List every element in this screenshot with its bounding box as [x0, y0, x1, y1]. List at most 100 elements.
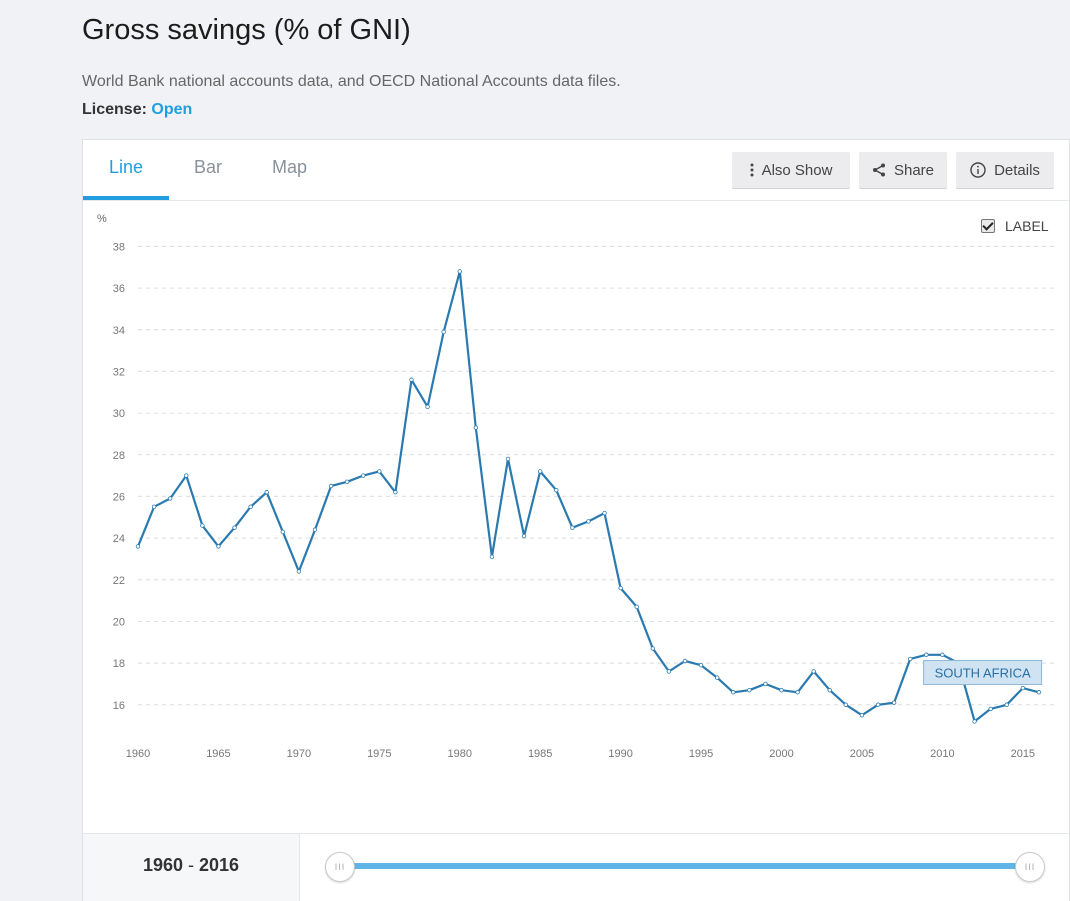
source-note: World Bank national accounts data, and O… — [82, 73, 621, 90]
x-tick-label: 2015 — [1011, 748, 1035, 760]
x-tick-label: 1990 — [608, 748, 632, 760]
data-point — [698, 662, 704, 668]
data-point — [521, 533, 527, 539]
data-point — [908, 656, 913, 662]
license-label: License: — [82, 101, 147, 118]
data-point — [135, 544, 141, 549]
data-point — [747, 687, 752, 693]
data-point — [537, 469, 543, 474]
data-point — [328, 483, 334, 489]
data-point — [409, 377, 414, 382]
data-point — [393, 490, 398, 495]
data-point — [924, 652, 929, 657]
y-tick-label: 28 — [113, 450, 125, 462]
page-title: Gross savings (% of GNI) — [82, 14, 411, 46]
y-tick-label: 36 — [113, 283, 125, 295]
data-point — [505, 456, 511, 462]
data-point — [650, 646, 656, 651]
data-point — [457, 269, 462, 274]
details-button[interactable]: Details — [956, 152, 1054, 188]
data-point — [554, 487, 559, 493]
y-tick-label: 16 — [113, 700, 125, 712]
data-point — [216, 544, 221, 549]
y-tick-label: 38 — [113, 241, 125, 253]
also-show-button[interactable]: Also Show — [732, 152, 850, 188]
data-point — [972, 719, 977, 724]
data-point — [167, 496, 173, 501]
data-point — [891, 700, 897, 705]
y-tick-label: 30 — [113, 408, 125, 420]
year-range-bar: 1960-2016 III III — [83, 833, 1069, 901]
data-point — [763, 681, 768, 687]
range-separator: - — [188, 855, 194, 875]
data-point — [1036, 690, 1042, 695]
y-tick-label: 34 — [113, 325, 125, 337]
also-show-label: Also Show — [761, 161, 833, 179]
data-point — [280, 529, 285, 535]
data-point — [232, 525, 237, 530]
line-chart: % 16 18 20 22 24 26 28 30 32 34 36 38 1960 1965 1970 197… — [97, 213, 1055, 760]
y-axis-unit-label: % — [97, 213, 107, 225]
data-point — [618, 585, 623, 591]
data-point — [361, 473, 366, 478]
data-point — [634, 604, 639, 610]
data-point — [264, 490, 269, 495]
x-tick-label: 2000 — [769, 748, 793, 760]
details-label: Details — [994, 161, 1040, 179]
y-tick-label: 20 — [113, 616, 125, 628]
data-point — [731, 690, 736, 695]
data-point — [682, 658, 688, 664]
data-point — [940, 652, 945, 657]
y-tick-label: 22 — [113, 575, 125, 587]
x-tick-label: 1965 — [206, 748, 230, 760]
data-point — [441, 329, 446, 335]
range-start-handle[interactable]: III — [325, 852, 355, 882]
tab-line[interactable]: Line — [109, 157, 144, 177]
x-tick-label: 1995 — [689, 748, 713, 760]
data-point — [827, 687, 832, 693]
active-tab-indicator — [83, 196, 169, 200]
share-label: Share — [893, 161, 935, 179]
chart-tabbar: Line Bar Map Also Show Share Details — [83, 140, 1069, 201]
range-label: 1960-2016 — [83, 855, 299, 876]
data-point — [859, 712, 865, 718]
data-point — [344, 479, 350, 485]
x-tick-label: 2005 — [850, 748, 874, 760]
data-point — [843, 702, 849, 707]
data-point — [1004, 702, 1009, 707]
data-point — [489, 554, 495, 560]
range-end: 2016 — [199, 855, 240, 875]
data-point — [586, 519, 591, 524]
label-toggle[interactable]: LABEL — [981, 218, 1049, 234]
share-button[interactable]: Share — [859, 152, 947, 188]
x-tick-label: 1970 — [287, 748, 311, 760]
x-tick-label: 1980 — [448, 748, 472, 760]
data-point — [811, 669, 816, 674]
data-point — [312, 527, 318, 532]
tab-bar[interactable]: Bar — [194, 157, 223, 177]
data-point — [473, 425, 479, 430]
x-tick-label: 1975 — [367, 748, 391, 760]
y-tick-label: 26 — [113, 491, 125, 503]
x-tick-label: 1960 — [126, 748, 150, 760]
chart-panel: Line Bar Map Also Show Share Details — [82, 139, 1070, 901]
label-checkbox[interactable] — [981, 219, 995, 233]
data-point — [714, 675, 720, 680]
data-point — [795, 690, 800, 695]
license-link[interactable]: Open — [151, 101, 193, 118]
tab-map[interactable]: Map — [272, 157, 308, 177]
more-vertical-icon — [750, 163, 754, 177]
data-point — [779, 687, 784, 693]
range-slider-track[interactable] — [339, 863, 1029, 869]
range-end-handle[interactable]: III — [1015, 852, 1045, 882]
y-tick-label: 18 — [113, 658, 125, 670]
data-point — [425, 404, 430, 410]
data-point — [151, 504, 157, 510]
label-toggle-text: LABEL — [1005, 218, 1049, 234]
license: License: Open — [82, 101, 192, 119]
data-point — [988, 706, 993, 712]
data-point — [296, 569, 302, 574]
data-point — [1020, 685, 1026, 691]
share-icon — [872, 163, 886, 177]
series-callout-label: SOUTH AFRICA — [935, 665, 1031, 680]
